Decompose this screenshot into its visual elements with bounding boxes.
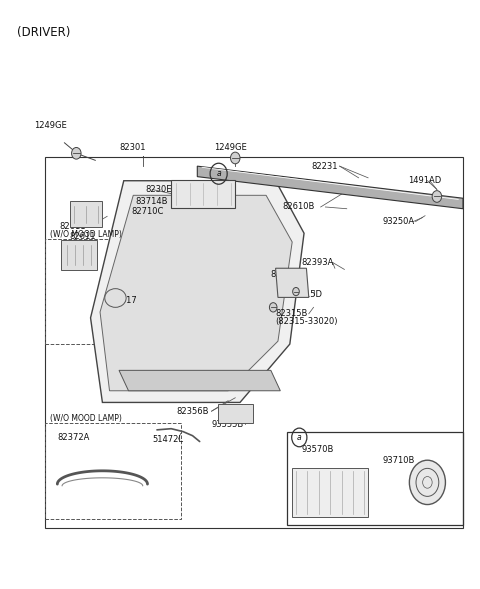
Text: (W/O MOOD LAMP): (W/O MOOD LAMP) xyxy=(50,414,122,423)
Text: 83714B: 83714B xyxy=(136,197,168,206)
Text: 82315D: 82315D xyxy=(290,290,323,299)
Text: 93250A: 93250A xyxy=(383,217,414,226)
Bar xyxy=(292,468,368,517)
Polygon shape xyxy=(197,166,463,209)
Polygon shape xyxy=(119,370,280,391)
Text: P82317: P82317 xyxy=(105,296,136,305)
Circle shape xyxy=(432,191,442,202)
Text: 93710B: 93710B xyxy=(383,456,415,465)
Text: a: a xyxy=(297,433,301,442)
FancyBboxPatch shape xyxy=(60,240,96,270)
Circle shape xyxy=(293,287,300,296)
Bar xyxy=(46,423,180,519)
Text: (82315-33020): (82315-33020) xyxy=(276,317,338,326)
Text: 1491AD: 1491AD xyxy=(408,176,442,185)
Text: 82356B: 82356B xyxy=(176,406,208,416)
Circle shape xyxy=(72,147,81,159)
FancyBboxPatch shape xyxy=(70,201,102,227)
Text: 93555B: 93555B xyxy=(212,419,244,429)
Polygon shape xyxy=(100,196,292,391)
Circle shape xyxy=(409,460,445,505)
Text: 8230E: 8230E xyxy=(145,185,172,194)
Polygon shape xyxy=(276,268,309,297)
FancyBboxPatch shape xyxy=(218,404,253,423)
Text: 93570B: 93570B xyxy=(301,445,334,454)
Text: 82315B: 82315B xyxy=(271,270,303,279)
Text: (DRIVER): (DRIVER) xyxy=(17,26,71,39)
Bar xyxy=(288,432,463,525)
Text: 82610B: 82610B xyxy=(283,203,315,211)
Text: 82231: 82231 xyxy=(311,161,337,171)
Text: 1249GE: 1249GE xyxy=(214,143,247,152)
Text: 82372A: 82372A xyxy=(57,433,90,442)
Circle shape xyxy=(230,152,240,164)
Text: 1249GE: 1249GE xyxy=(34,121,66,130)
Bar xyxy=(46,239,180,344)
Text: 82393A: 82393A xyxy=(301,258,334,267)
Polygon shape xyxy=(91,181,304,402)
Text: 82315B: 82315B xyxy=(276,309,308,318)
Text: 82710C: 82710C xyxy=(131,207,163,216)
Text: 82301: 82301 xyxy=(119,143,145,152)
Ellipse shape xyxy=(105,289,126,307)
Text: (W/O MOOD LAMP): (W/O MOOD LAMP) xyxy=(50,230,122,239)
Bar xyxy=(171,180,235,208)
Bar xyxy=(46,157,463,528)
Text: 82611: 82611 xyxy=(60,221,86,231)
Circle shape xyxy=(269,303,277,312)
Text: 51472L: 51472L xyxy=(152,435,183,444)
Text: 82611: 82611 xyxy=(69,231,96,241)
Text: a: a xyxy=(216,169,221,178)
